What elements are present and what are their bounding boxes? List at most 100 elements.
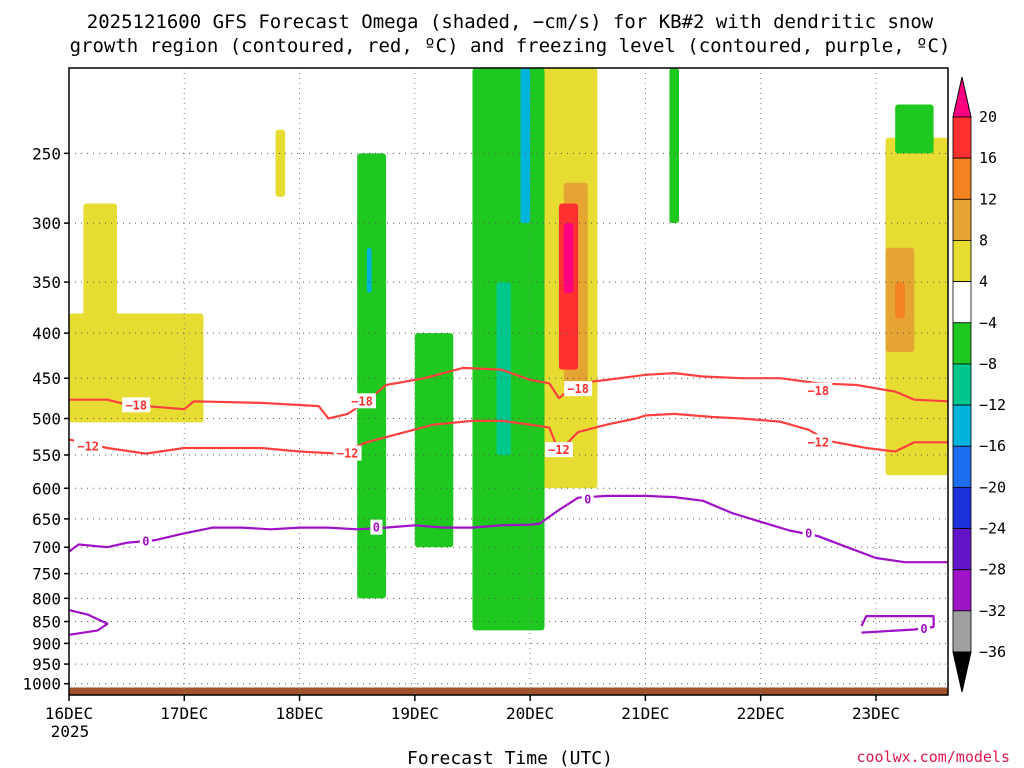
x-tick-label: 16DEC (45, 704, 93, 723)
colorbar-label: 12 (979, 190, 997, 208)
colorbar-label: −36 (979, 643, 1006, 661)
y-tick-label: 900 (32, 634, 61, 653)
y-tick-label: 700 (32, 538, 61, 557)
contour-label-bg (74, 438, 103, 454)
y-tick-label: 850 (32, 613, 61, 632)
contour-label: 0 (373, 521, 380, 535)
contour-label-bg (917, 621, 930, 637)
contour-label: −18 (567, 382, 589, 396)
y-tick-label: 600 (32, 479, 61, 498)
contour-line (69, 366, 949, 420)
y-tick-label: 400 (32, 324, 61, 343)
ground-fill (69, 687, 948, 695)
contour-label: 0 (142, 535, 149, 549)
x-tick-label: 23DEC (852, 704, 900, 723)
shaded-region (885, 137, 948, 476)
shaded-region (83, 203, 118, 343)
shaded-region (895, 104, 934, 154)
colorbar-segment (952, 528, 972, 571)
y-tick-label: 250 (32, 144, 61, 163)
contour-label-bg (804, 382, 833, 398)
contour-line (68, 412, 948, 455)
colorbar-label: −16 (979, 437, 1006, 455)
colorbar-label: 20 (979, 108, 997, 126)
shaded-region (895, 282, 905, 319)
contour-label-bg (564, 381, 593, 397)
y-tick-labels: 250 300 350 400 450 500 550 600 650 700 750 800 850 9… (22, 144, 61, 693)
y-tick-label: 1000 (22, 675, 61, 694)
credit-label: coolwx.com/models (856, 748, 1010, 766)
grid-lines (68, 68, 948, 695)
colorbar-segment (952, 363, 972, 406)
contour-label-bg (544, 442, 573, 458)
colorbar-bottom-arrow (952, 651, 972, 693)
chart-title-line-1: 2025121600 GFS Forecast Omega (shaded, −… (87, 11, 934, 33)
chart-title-line-2: growth region (contoured, red, ºC) and f… (70, 35, 951, 57)
colorbar-label: −28 (979, 561, 1006, 579)
colorbar-segment (952, 322, 972, 365)
colorbar-segment (952, 157, 972, 200)
contour-label: 0 (584, 493, 591, 507)
colorbar-segment (952, 281, 972, 324)
contour-label: 0 (920, 622, 927, 636)
x-tick-label: 20DEC (506, 704, 554, 723)
ground-layer (69, 687, 948, 695)
contour-label: −18 (807, 384, 829, 398)
shaded-region (669, 68, 680, 224)
contour-label: −18 (351, 394, 373, 408)
contour-label-bg (348, 393, 376, 409)
contour-labels: −18 −18 −18 −18 −12 −12 −12 −12 0 0 0 0 0 (74, 381, 930, 637)
colorbar-segment (952, 240, 972, 283)
plot-frame (68, 67, 949, 696)
axis-ticks (64, 152, 877, 701)
x-year-label: 2025 (51, 722, 90, 741)
colorbar-label: −24 (979, 520, 1006, 538)
colorbar-label: 4 (979, 273, 988, 291)
colorbar-label: −20 (979, 478, 1006, 496)
x-tick-label: 18DEC (275, 704, 323, 723)
contour-label: 0 (805, 526, 812, 540)
colorbar: 20 16 12 8 4 −4 −8 −12 −16 −20 −24 −28 −32 −36 (952, 76, 1006, 693)
contour-line (860, 615, 935, 634)
colorbar-top-arrow (952, 76, 972, 118)
colorbar-segment (952, 610, 972, 653)
contour-label: −12 (807, 435, 829, 449)
omega-shaded-regions (69, 68, 948, 631)
colorbar-label: −32 (979, 602, 1006, 620)
colorbar-segment (952, 445, 972, 488)
colorbar-label: 16 (979, 149, 997, 167)
y-tick-label: 300 (32, 214, 61, 233)
colorbar-segment (952, 198, 972, 241)
contour-label-bg (333, 445, 362, 461)
contour-label-bg (802, 525, 815, 541)
y-tick-label: 350 (32, 273, 61, 292)
y-tick-label: 500 (32, 410, 61, 429)
shaded-region (520, 68, 531, 224)
colorbar-segment (952, 569, 972, 612)
y-tick-label: 950 (32, 655, 61, 674)
contour-label-bg (804, 434, 833, 450)
x-tick-label: 22DEC (737, 704, 785, 723)
contour-line (68, 494, 948, 564)
y-tick-label: 650 (32, 510, 61, 529)
colorbar-label: −8 (979, 355, 997, 373)
contour-label-bg (122, 397, 151, 413)
contour-line (68, 609, 109, 636)
colorbar-label: −12 (979, 396, 1006, 414)
x-tick-label: 19DEC (391, 704, 439, 723)
contour-label-bg (581, 491, 594, 507)
contour-label: −12 (77, 440, 99, 454)
colorbar-segment (952, 486, 972, 529)
y-tick-label: 800 (32, 589, 61, 608)
shaded-region (496, 282, 511, 455)
contour-lines (68, 366, 949, 636)
colorbar-label: −4 (979, 314, 997, 332)
shaded-region (366, 247, 372, 293)
contour-label: −12 (548, 443, 570, 457)
y-tick-label: 450 (32, 369, 61, 388)
shaded-region (357, 153, 387, 599)
colorbar-segment (952, 404, 972, 447)
y-tick-label: 550 (32, 446, 61, 465)
contour-label-bg (139, 533, 152, 549)
